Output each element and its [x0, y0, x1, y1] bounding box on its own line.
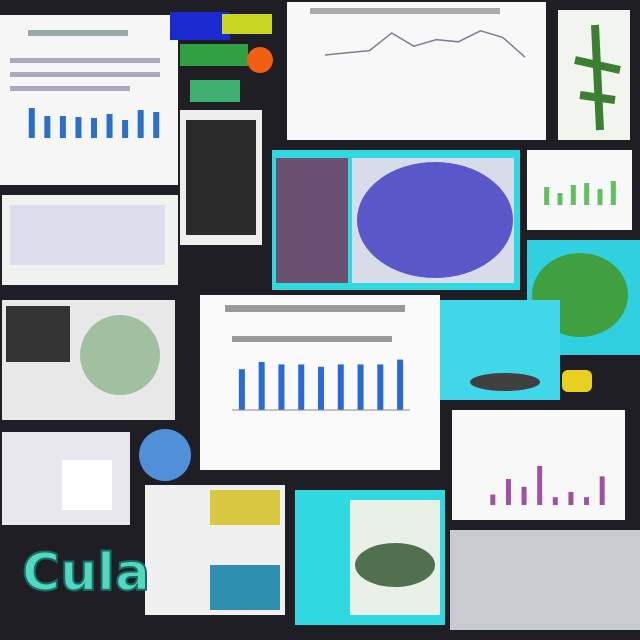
leaf	[357, 162, 513, 278]
thumb	[80, 315, 160, 395]
bar	[106, 114, 113, 138]
bar	[557, 193, 563, 205]
bar	[584, 497, 590, 505]
doc-panel	[0, 15, 178, 185]
chart-panel	[527, 150, 632, 230]
window-content	[62, 460, 112, 510]
bar	[238, 369, 245, 410]
bar	[28, 108, 35, 138]
text-line	[225, 305, 405, 312]
bar	[599, 476, 605, 505]
bar	[258, 362, 265, 410]
bar	[544, 187, 550, 205]
bar	[137, 110, 144, 138]
icon	[562, 370, 592, 392]
bar	[75, 117, 82, 138]
bar	[570, 185, 576, 205]
bar	[318, 366, 324, 410]
round-icon	[139, 429, 191, 481]
bar	[568, 492, 574, 505]
bar	[298, 364, 305, 410]
orange-ball	[247, 47, 273, 73]
text-line	[10, 58, 160, 63]
bar	[377, 364, 384, 410]
bar	[537, 466, 543, 505]
tile	[222, 14, 272, 34]
tile	[210, 490, 280, 525]
bar	[610, 181, 616, 205]
text-line	[10, 86, 130, 91]
animal	[355, 543, 435, 587]
bar	[122, 120, 129, 138]
line-series	[324, 29, 526, 58]
text-line	[310, 8, 500, 14]
bar	[153, 112, 160, 138]
bar	[44, 116, 51, 138]
bar	[357, 364, 364, 410]
bar	[552, 497, 558, 505]
bar	[59, 116, 66, 138]
texture	[276, 158, 348, 283]
bar	[91, 118, 97, 138]
text-line	[28, 30, 128, 36]
chart-panel	[287, 2, 546, 140]
tile	[210, 565, 280, 610]
screenshot	[450, 530, 640, 630]
thumb	[6, 306, 70, 362]
plot-area	[10, 205, 165, 265]
device-screen	[186, 120, 256, 235]
bar	[584, 183, 590, 205]
bar	[397, 359, 404, 410]
bar	[597, 189, 603, 205]
tile	[180, 44, 248, 66]
bar	[278, 364, 285, 410]
bar	[337, 364, 344, 410]
bar	[490, 494, 496, 505]
bar	[521, 486, 527, 505]
tile	[170, 12, 230, 40]
text-line	[10, 72, 160, 77]
plant	[574, 24, 621, 131]
tile	[190, 80, 240, 102]
bar	[505, 479, 511, 505]
fish	[470, 373, 540, 391]
logo: Cula	[22, 543, 150, 603]
text-line	[232, 336, 392, 342]
